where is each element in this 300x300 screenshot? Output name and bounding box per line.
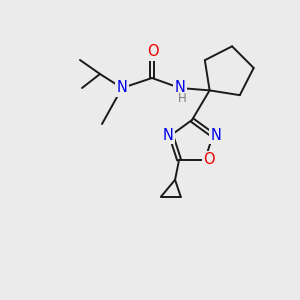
Text: H: H bbox=[178, 92, 186, 106]
Text: O: O bbox=[203, 152, 215, 167]
Text: N: N bbox=[117, 80, 128, 95]
Text: N: N bbox=[211, 128, 221, 143]
Text: N: N bbox=[175, 80, 185, 95]
Text: N: N bbox=[163, 128, 173, 143]
Text: O: O bbox=[147, 44, 159, 59]
